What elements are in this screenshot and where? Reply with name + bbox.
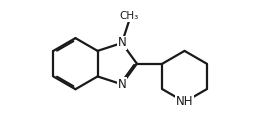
Text: N: N xyxy=(118,36,126,49)
Text: NH: NH xyxy=(176,95,193,108)
Text: N: N xyxy=(118,78,126,91)
Text: CH₃: CH₃ xyxy=(119,11,139,21)
